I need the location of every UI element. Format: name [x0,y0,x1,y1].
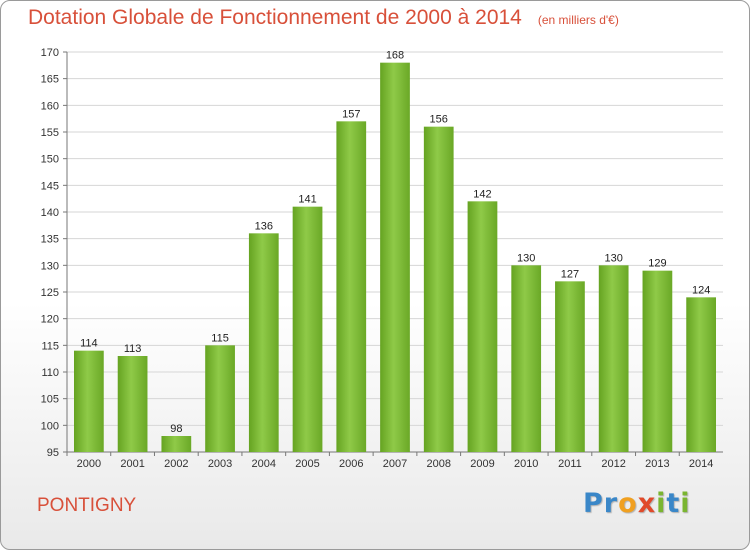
y-tick-label: 155 [41,127,59,139]
logo-letter: x [637,488,657,519]
bar-2012 [598,265,629,452]
y-tick-label: 95 [47,447,59,459]
data-label-2008: 156 [430,114,448,126]
y-tick-label: 120 [41,314,59,326]
y-tick-label: 165 [41,74,59,86]
data-label-2012: 130 [604,252,622,264]
data-label-2010: 130 [517,252,535,264]
bars [73,62,717,453]
logo-letter: o [618,488,638,519]
data-label-2004: 136 [255,220,273,232]
x-tick-label-2010: 2010 [514,458,538,470]
bar-2013 [642,270,673,452]
bar-2011 [555,281,585,452]
bar-2003 [205,345,235,452]
data-labels: 114 113 98 115 136 141 157 168 156 142 130 127 130 12… [80,50,710,435]
data-label-2002: 98 [170,423,182,435]
data-label-2003: 115 [211,332,229,344]
y-tick-label: 105 [41,394,59,406]
bar-2006 [336,121,367,452]
bar-2005 [292,206,323,452]
data-label-2013: 129 [648,258,666,270]
bar-2004 [248,233,279,452]
commune-name: PONTIGNY [37,495,137,516]
x-tick-label-2005: 2005 [295,458,319,470]
bar-2000 [73,350,104,452]
x-tick-label-2000: 2000 [77,458,101,470]
bar-2008 [423,126,454,453]
logo-letter: i [680,488,691,519]
y-tick-label: 170 [41,47,59,59]
bar-2010 [511,265,542,452]
x-tick-label-2008: 2008 [426,458,450,470]
bar-2007 [380,62,410,453]
data-label-2014: 124 [692,284,710,296]
data-label-2000: 114 [80,338,98,350]
x-tick-label-2006: 2006 [339,458,363,470]
data-label-2009: 142 [473,188,491,200]
x-tick-label-2011: 2011 [558,458,582,470]
bar-2014 [686,297,717,452]
y-tick-label: 135 [41,234,59,246]
data-label-2011: 127 [561,268,579,280]
y-tick-label: 140 [41,207,59,219]
title-row: Dotation Globale de Fonctionnement de 20… [28,6,619,30]
x-tick-label-2003: 2003 [208,458,232,470]
x-tick-label-2012: 2012 [601,458,625,470]
y-tick-label: 160 [41,100,59,112]
bar-2009 [467,201,498,452]
x-tick-label-2013: 2013 [645,458,669,470]
chart-title: Dotation Globale de Fonctionnement de 20… [28,6,522,29]
logo-letter: i [656,488,667,519]
bar-2002 [161,436,192,452]
data-label-2007: 168 [386,50,404,62]
y-tick-label: 125 [41,287,59,299]
x-tick-label-2007: 2007 [383,458,407,470]
chart-subtitle: (en milliers d'€) [537,13,619,27]
x-tick-label-2002: 2002 [164,458,188,470]
x-tick-label-2009: 2009 [470,458,494,470]
data-label-2001: 113 [124,343,142,355]
y-tick-label: 110 [41,367,59,379]
logo-letter: t [666,488,681,519]
y-axis-ticks: 95 100 105 110 115 120 125 130 135 140 145 150 155 16… [41,47,59,459]
data-label-2006: 157 [342,108,360,120]
y-tick-label: 145 [41,180,59,192]
x-tick-label-2014: 2014 [689,458,713,470]
data-label-2005: 141 [298,194,316,206]
y-tick-label: 150 [41,154,59,166]
y-tick-label: 100 [41,420,59,432]
x-tick-label-2004: 2004 [252,458,276,470]
y-tick-label: 130 [41,260,59,272]
logo-letter: P [583,488,604,519]
proxiti-logo: Proxiti [583,488,691,519]
logo-letter: r [603,488,619,519]
x-tick-label-2001: 2001 [120,458,144,470]
x-axis-ticks: 2000 2001 2002 2003 2004 2005 2006 2007 2008 2009… [77,458,714,470]
y-tick-label: 115 [41,340,59,352]
bar-2001 [117,356,148,452]
